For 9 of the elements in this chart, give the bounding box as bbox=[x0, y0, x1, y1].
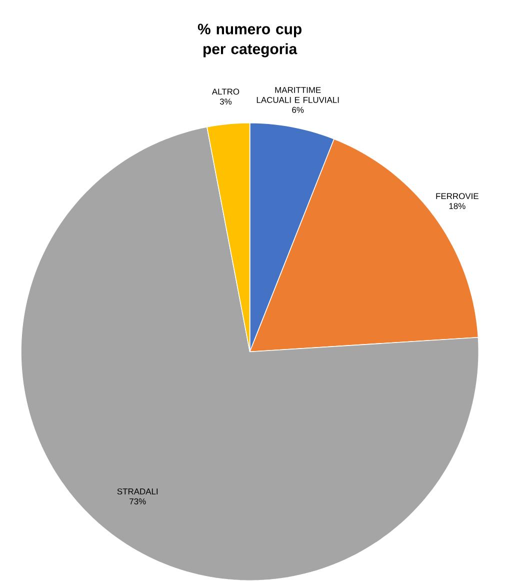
slice-label: MARITTIME LACUALI E FLUVIALI bbox=[256, 87, 339, 103]
data-label: 3% bbox=[220, 98, 232, 105]
slice-label: ALTRO bbox=[212, 88, 240, 95]
chart-title: % numero cup per categoria bbox=[198, 24, 302, 58]
data-label: 73% bbox=[130, 498, 146, 504]
data-label: 6% bbox=[292, 106, 304, 113]
slice-label: STRADALI bbox=[117, 488, 158, 494]
slice-label: FERROVIE bbox=[436, 193, 478, 200]
data-label: 18% bbox=[449, 203, 466, 210]
